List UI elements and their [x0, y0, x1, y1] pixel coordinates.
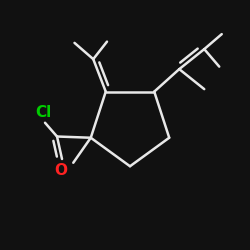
Text: Cl: Cl — [36, 105, 52, 120]
Text: O: O — [54, 163, 67, 178]
